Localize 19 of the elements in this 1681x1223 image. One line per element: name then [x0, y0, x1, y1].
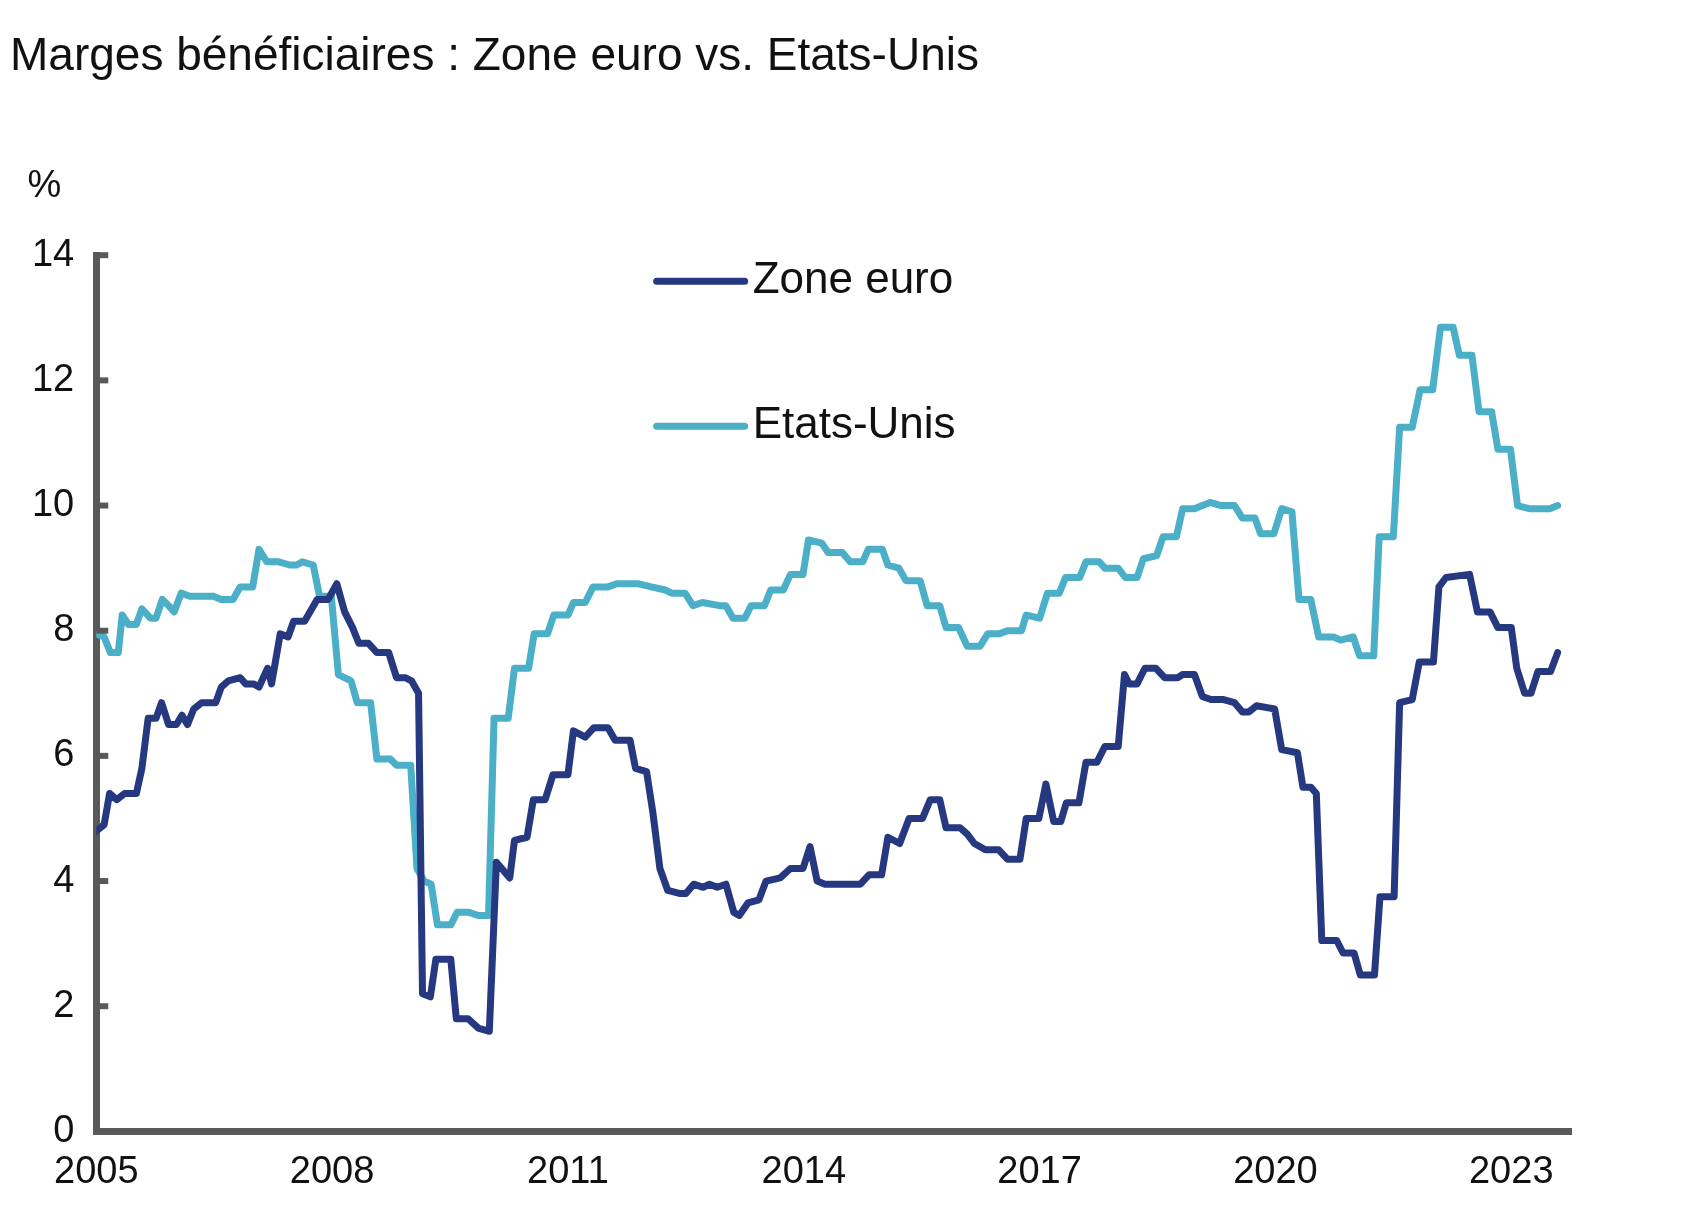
- x-tick-label: 2005: [53, 1148, 139, 1191]
- y-tick-label: 8: [53, 607, 75, 650]
- x-tick-label: 2017: [997, 1148, 1082, 1191]
- y-tick-label: 0: [53, 1107, 75, 1150]
- y-tick-label: 2: [53, 982, 75, 1025]
- x-tick-label: 2020: [1233, 1148, 1318, 1191]
- chart-title: Marges bénéficiaires : Zone euro vs. Etats-Unis: [10, 28, 979, 81]
- y-tick-label: 14: [31, 231, 75, 274]
- x-tick-label: 2011: [527, 1148, 609, 1191]
- y-tick-label: 6: [53, 732, 75, 775]
- legend-label: Etats-Unis: [752, 398, 956, 448]
- y-tick-label: 10: [31, 482, 75, 525]
- x-tick-label: 2023: [1468, 1148, 1554, 1191]
- x-tick-label: 2008: [289, 1148, 375, 1191]
- y-tick-label: 12: [31, 356, 75, 399]
- legend-label: Zone euro: [752, 253, 954, 303]
- y-axis-title: %: [27, 162, 62, 205]
- y-tick-label: 4: [53, 857, 75, 900]
- x-tick-label: 2014: [761, 1148, 847, 1191]
